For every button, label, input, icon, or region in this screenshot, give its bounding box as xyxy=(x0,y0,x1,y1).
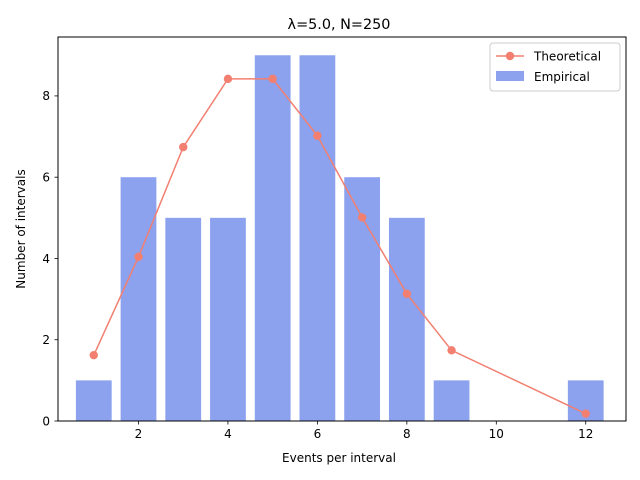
x-tick-label-12: 12 xyxy=(578,427,593,441)
bar-empirical-8 xyxy=(388,217,425,421)
x-tick-label-8: 8 xyxy=(403,427,411,441)
line-theoretical xyxy=(93,78,587,415)
point-theoretical-2 xyxy=(134,252,143,262)
x-tick-label-2: 2 xyxy=(135,427,143,441)
legend-marker-theoretical xyxy=(505,51,515,61)
bar-empirical-1 xyxy=(75,380,112,421)
point-theoretical-7 xyxy=(357,213,367,222)
y-tick-label-2: 2 xyxy=(42,333,50,347)
point-theoretical-12 xyxy=(581,409,590,418)
y-axis-label: Number of intervals xyxy=(14,169,28,288)
bar-empirical-6 xyxy=(299,55,336,422)
point-theoretical-4 xyxy=(223,74,233,84)
bar-empirical-9 xyxy=(433,380,470,421)
bar-empirical-5 xyxy=(254,55,291,422)
y-tick-label-8: 8 xyxy=(42,89,50,103)
bars-layer xyxy=(75,55,604,422)
x-axis-label: Events per interval xyxy=(282,451,396,465)
y-tick-label-4: 4 xyxy=(42,252,50,266)
point-theoretical-3 xyxy=(179,142,188,152)
x-tick-label-4: 4 xyxy=(224,427,232,441)
point-theoretical-9 xyxy=(447,346,456,355)
y-axis-ticks: 0 2 4 6 8 xyxy=(42,89,58,428)
legend-label-theoretical: Theoretical xyxy=(533,50,601,64)
chart-title: λ=5.0, N=250 xyxy=(288,17,391,33)
point-theoretical-6 xyxy=(313,131,322,140)
x-axis-ticks: 2 4 6 8 10 12 xyxy=(135,421,593,441)
bar-empirical-2 xyxy=(120,177,157,421)
y-tick-label-0: 0 xyxy=(42,414,50,428)
bar-empirical-4 xyxy=(210,217,246,421)
legend: Theoretical Empirical xyxy=(489,42,621,92)
x-tick-label-10: 10 xyxy=(489,427,504,441)
x-tick-label-6: 6 xyxy=(314,427,322,441)
line-layer xyxy=(89,74,590,418)
y-tick-label-6: 6 xyxy=(42,170,50,184)
point-theoretical-1 xyxy=(89,350,98,360)
plot-frame xyxy=(57,36,627,422)
legend-swatch-empirical xyxy=(496,71,524,81)
point-theoretical-5 xyxy=(268,74,277,84)
point-theoretical-8 xyxy=(402,289,412,299)
legend-label-empirical: Empirical xyxy=(534,70,590,84)
bar-empirical-3 xyxy=(165,217,202,421)
